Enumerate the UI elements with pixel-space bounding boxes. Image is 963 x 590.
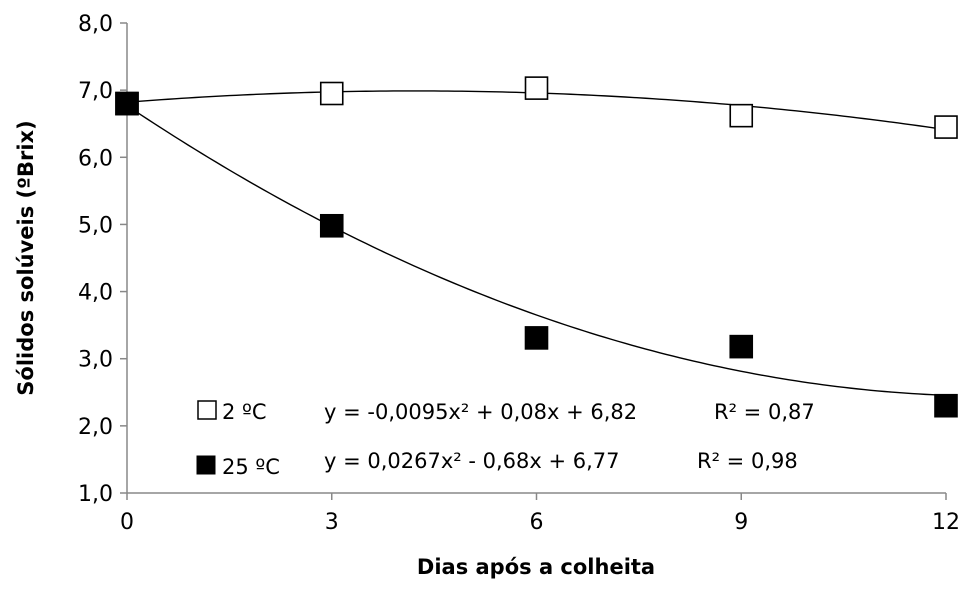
y-tick-label: 2,0 — [78, 415, 113, 440]
open-square-point — [319, 81, 344, 106]
x-tick-label: 3 — [325, 510, 339, 535]
y-tick-label: 7,0 — [78, 79, 113, 104]
y-ticks: 1,0 2,0 3,0 4,0 5,0 6,0 7,0 8,0 — [78, 12, 127, 507]
series-layer — [115, 76, 958, 418]
legend-entry-25c: 25 ºC y = 0,0267x² - 0,68x + 6,77 R² = 0… — [196, 449, 798, 479]
y-tick-label: 6,0 — [78, 146, 113, 171]
legend-open-square-marker — [197, 400, 217, 420]
y-tick-label: 1,0 — [78, 482, 113, 507]
y-tick-label: 4,0 — [78, 281, 113, 306]
legend-label-25c: 25 ºC — [222, 455, 280, 479]
open-square-point — [934, 115, 958, 139]
legend-entry-2c: 2 ºC y = -0,0095x² + 0,08x + 6,82 R² = 0… — [197, 400, 815, 424]
x-tick-label: 0 — [120, 510, 134, 535]
equation-2c: y = -0,0095x² + 0,08x + 6,82 — [324, 400, 637, 424]
filled-square-point — [934, 393, 958, 418]
x-ticks: 0 3 6 9 12 — [120, 493, 960, 535]
x-axis: 0 3 6 9 12 — [120, 492, 960, 535]
y-tick-label: 5,0 — [78, 213, 113, 238]
equation-25c: y = 0,0267x² - 0,68x + 6,77 — [324, 449, 620, 473]
y-axis: 1,0 2,0 3,0 4,0 5,0 6,0 7,0 8,0 — [78, 12, 128, 507]
x-tick-label: 12 — [932, 510, 960, 535]
filled-square-point — [524, 326, 549, 350]
legend-filled-square-marker — [196, 455, 216, 475]
y-axis-title: Sólidos solúveis (ºBrix) — [14, 120, 38, 395]
legend: 2 ºC y = -0,0095x² + 0,08x + 6,82 R² = 0… — [196, 400, 815, 479]
x-axis-title: Dias após a colheita — [417, 555, 655, 579]
filled-square-point — [729, 334, 754, 359]
open-square-point — [729, 103, 754, 128]
filled-square-point — [319, 213, 344, 238]
x-tick-label: 9 — [734, 510, 748, 535]
filled-square-point — [115, 91, 139, 116]
y-tick-label: 3,0 — [78, 348, 113, 373]
y-tick-label: 8,0 — [78, 12, 113, 37]
r2-2c: R² = 0,87 — [714, 400, 815, 424]
x-tick-label: 6 — [530, 510, 544, 535]
open-square-point — [524, 76, 549, 100]
r2-25c: R² = 0,98 — [697, 449, 798, 473]
trendline-series-1 — [126, 105, 947, 397]
legend-label-2c: 2 ºC — [222, 400, 267, 424]
